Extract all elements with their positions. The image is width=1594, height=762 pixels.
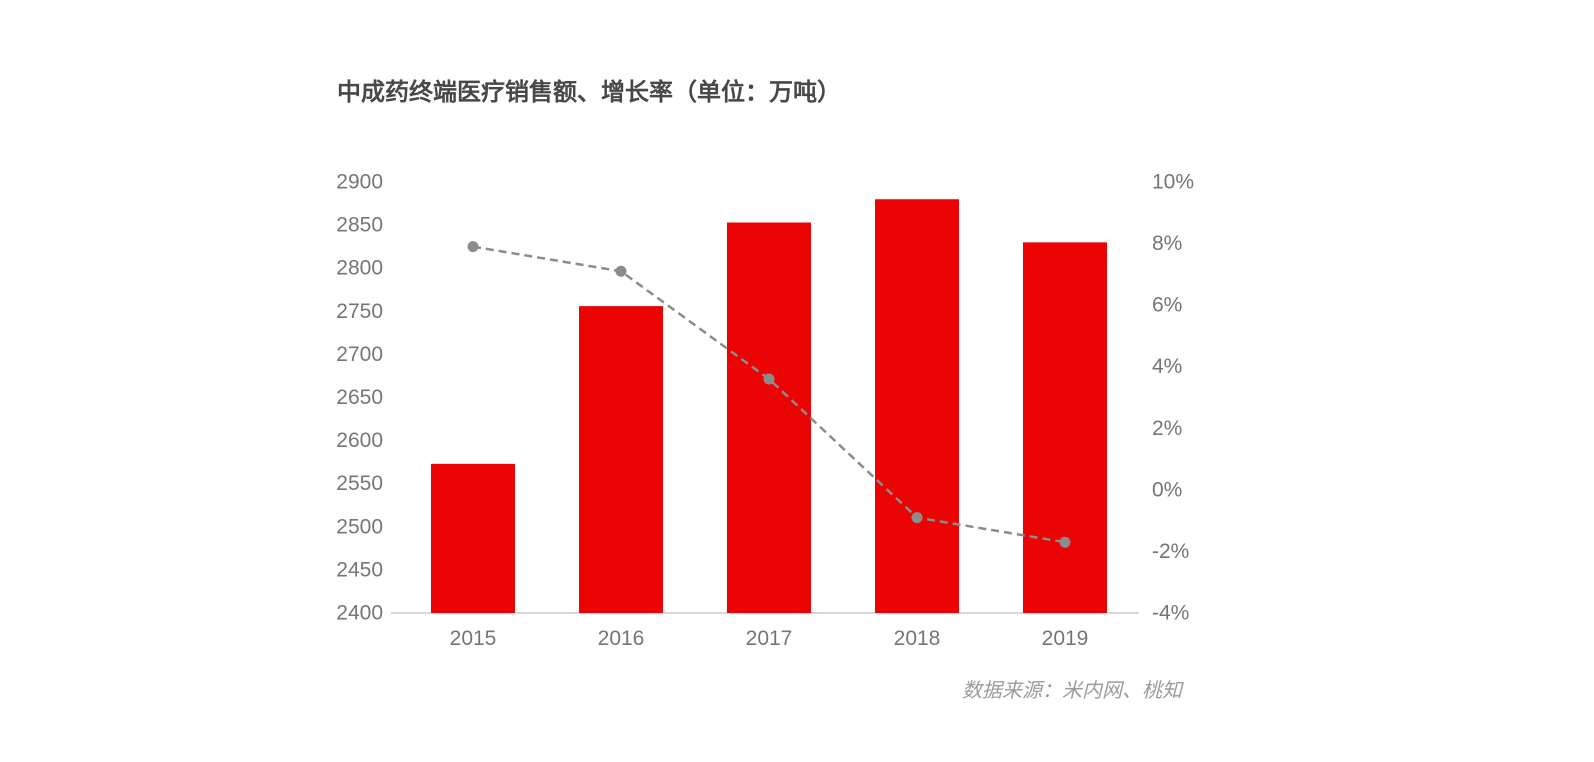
right-axis-tick-label: 6% [1152,294,1182,317]
line-marker-2015 [467,241,479,253]
line-marker-2016 [615,265,627,277]
right-axis-tick-label: -4% [1152,602,1189,625]
growth-rate-line [472,245,1066,544]
x-axis-label-2017: 2017 [746,627,793,650]
right-axis-tick-label: -2% [1152,540,1189,563]
line-marker-2019 [1059,536,1071,548]
x-axis-label-2016: 2016 [598,627,645,650]
line-marker-2017 [763,373,775,385]
chart-title: 中成药终端医疗销售额、增长率（单位：万吨） [337,79,841,106]
left-axis-tick-label: 2500 [336,515,383,538]
left-axis-tick-label: 2800 [336,257,383,280]
left-axis-tick-label: 2900 [336,171,383,194]
left-axis-tick-label: 2850 [336,214,383,237]
left-axis-tick-label: 2550 [336,472,383,495]
bar-2015 [431,463,515,613]
left-axis-tick-label: 2600 [336,429,383,452]
data-source-caption: 数据来源：米内网、桃知 [962,680,1182,702]
left-axis-tick-label: 2750 [336,300,383,323]
x-axis-label-2019: 2019 [1042,627,1089,650]
x-axis-label-2018: 2018 [894,627,941,650]
left-axis-tick-label: 2700 [336,343,383,366]
right-axis-tick-label: 10% [1152,171,1194,194]
right-axis-tick-label: 4% [1152,355,1182,378]
left-axis-tick-label: 2450 [336,558,383,581]
bar-2019 [1023,242,1107,613]
line-marker-2018 [911,512,923,524]
right-axis-tick-label: 2% [1152,417,1182,440]
bar-2018 [875,199,959,614]
right-axis-tick-label: 8% [1152,232,1182,255]
bar-2017 [727,222,811,613]
left-axis-tick-label: 2400 [336,602,383,625]
right-axis-tick-label: 0% [1152,478,1182,501]
x-axis-label-2015: 2015 [450,627,497,650]
left-axis-tick-label: 2650 [336,386,383,409]
bar-2016 [579,306,663,613]
